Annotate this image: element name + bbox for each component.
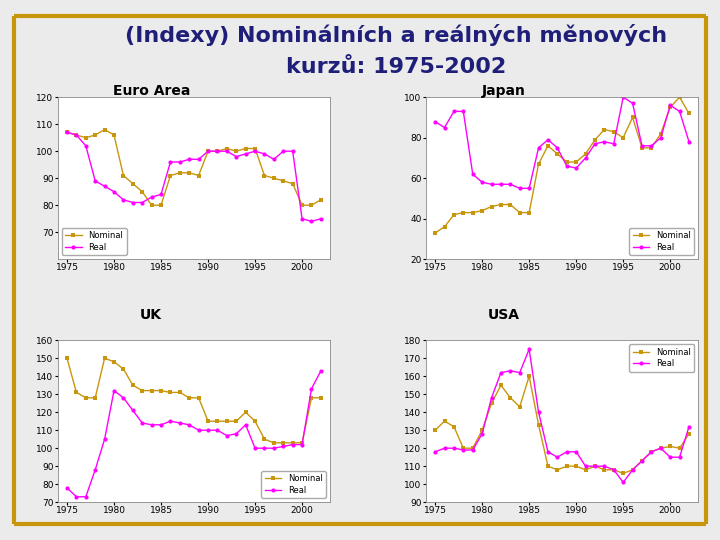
Text: Euro Area: Euro Area bbox=[112, 84, 190, 98]
Legend: Nominal, Real: Nominal, Real bbox=[629, 345, 694, 372]
Text: (Indexy) Nominálních a reálných měnových: (Indexy) Nominálních a reálných měnových bbox=[125, 24, 667, 46]
Text: UK: UK bbox=[140, 308, 162, 322]
Text: USA: USA bbox=[488, 308, 520, 322]
Text: Japan: Japan bbox=[482, 84, 526, 98]
Legend: Nominal, Real: Nominal, Real bbox=[62, 228, 127, 255]
Legend: Nominal, Real: Nominal, Real bbox=[261, 471, 326, 498]
Text: kurzů: 1975-2002: kurzů: 1975-2002 bbox=[286, 57, 506, 77]
Legend: Nominal, Real: Nominal, Real bbox=[629, 228, 694, 255]
